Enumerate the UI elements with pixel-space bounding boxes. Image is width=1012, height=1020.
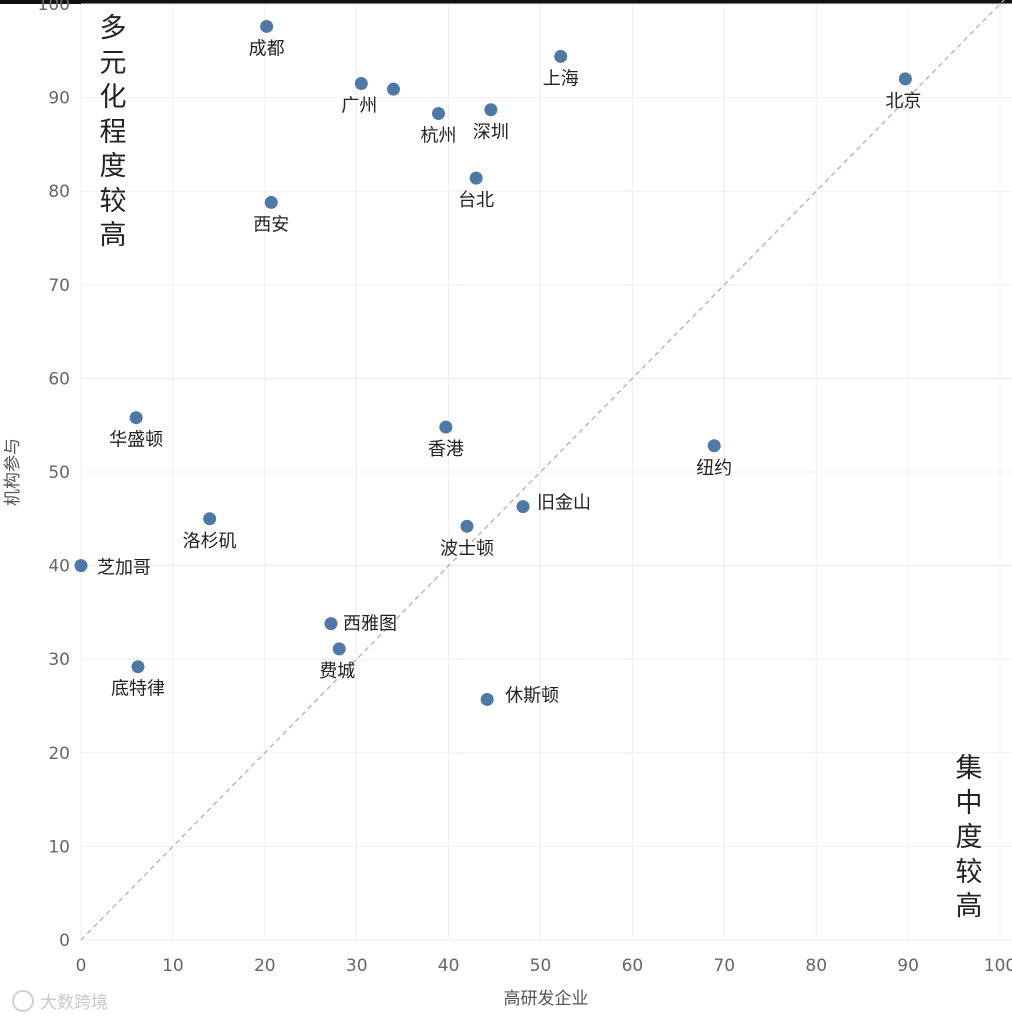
x-tick-label: 60 <box>622 956 644 976</box>
data-label: 波士顿 <box>440 538 494 559</box>
data-points <box>74 19 912 706</box>
x-tick-label: 30 <box>346 956 368 976</box>
data-point <box>324 617 338 631</box>
grid-lines <box>80 3 1012 941</box>
data-point <box>554 49 568 63</box>
y-tick-label: 30 <box>48 650 70 670</box>
x-tick-label: 10 <box>162 956 184 976</box>
data-point <box>431 107 445 121</box>
data-label: 北京 <box>885 91 921 112</box>
watermark-text: 大数跨境 <box>40 993 108 1013</box>
data-label: 香港 <box>428 439 464 460</box>
data-label: 费城 <box>319 661 355 682</box>
data-label: 底特律 <box>111 679 165 700</box>
y-tick-label: 50 <box>48 463 70 483</box>
data-point <box>131 660 145 674</box>
data-label: 广州 <box>341 96 377 117</box>
data-label: 深圳 <box>473 122 509 143</box>
data-point <box>74 559 88 573</box>
data-label: 上海 <box>543 68 579 89</box>
data-label: 洛杉矶 <box>183 531 237 552</box>
data-point <box>386 82 400 96</box>
y-tick-label: 10 <box>48 837 70 857</box>
data-point <box>484 103 498 117</box>
watermark: 大数跨境 <box>12 988 108 1013</box>
data-point <box>354 77 368 91</box>
data-label: 西雅图 <box>343 614 397 635</box>
y-tick-label: 60 <box>48 369 70 389</box>
y-tick-labels: 0 10 20 30 40 50 60 70 80 90 100 <box>38 0 70 951</box>
y-tick-label: 90 <box>48 89 70 109</box>
data-point <box>707 439 721 453</box>
data-label: 台北 <box>458 190 494 211</box>
data-label: 成都 <box>249 38 285 59</box>
x-tick-label: 40 <box>438 956 460 976</box>
y-tick-label: 20 <box>48 744 70 764</box>
x-axis-title: 高研发企业 <box>504 989 589 1009</box>
y-tick-label: 70 <box>48 276 70 296</box>
annotation-diversified: 多 元 化 程 度 较 高 <box>99 13 127 251</box>
data-point <box>460 519 474 533</box>
data-point <box>469 171 483 185</box>
data-label: 芝加哥 <box>97 558 151 579</box>
x-tick-label: 20 <box>254 956 276 976</box>
x-tick-label: 80 <box>805 956 827 976</box>
y-tick-label: 0 <box>59 931 70 951</box>
data-point <box>439 420 453 434</box>
x-tick-label: 50 <box>530 956 552 976</box>
y-tick-label: 40 <box>48 557 70 577</box>
data-point <box>260 19 274 33</box>
annotation-concentrated: 集 中 度 较 高 <box>955 753 983 922</box>
x-tick-label: 0 <box>76 956 87 976</box>
x-tick-labels: 0 10 20 30 40 50 60 70 80 90 100 <box>76 956 1012 976</box>
x-tick-label: 70 <box>713 956 735 976</box>
data-point <box>516 500 530 514</box>
y-tick-label: 100 <box>38 0 70 15</box>
reference-line <box>80 0 1005 941</box>
data-label: 华盛顿 <box>109 430 163 451</box>
data-label: 休斯顿 <box>505 685 559 706</box>
data-point <box>332 642 346 656</box>
logo-icon <box>12 990 34 1012</box>
top-border <box>0 0 1012 4</box>
data-point <box>480 692 494 706</box>
x-tick-label: 90 <box>897 956 919 976</box>
data-label: 纽约 <box>696 458 732 479</box>
x-tick-label: 100 <box>984 956 1012 976</box>
y-tick-label: 80 <box>48 182 70 202</box>
y-axis-title: 机构参与 <box>3 438 23 506</box>
data-label: 杭州 <box>420 126 456 147</box>
data-point <box>129 411 143 425</box>
data-point <box>264 195 278 209</box>
data-label: 旧金山 <box>537 493 591 514</box>
data-point <box>203 512 217 526</box>
data-label: 西安 <box>253 214 289 235</box>
data-point <box>898 72 912 86</box>
